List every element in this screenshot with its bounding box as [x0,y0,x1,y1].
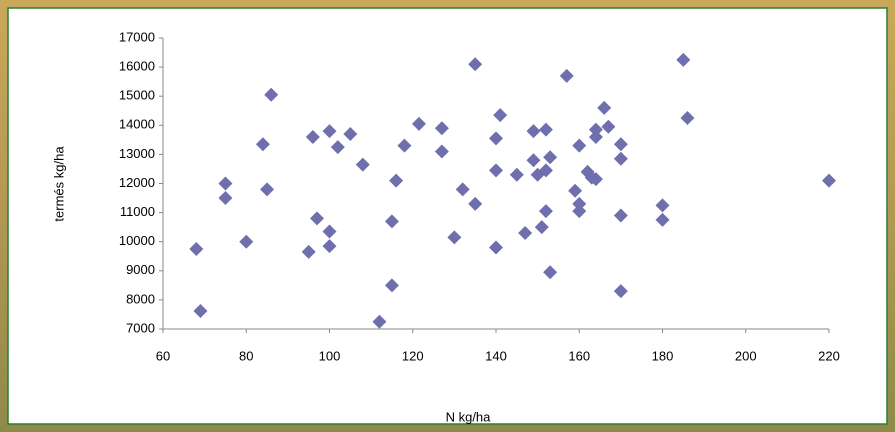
scatter-point [372,314,387,329]
scatter-point [588,122,603,137]
scatter-point [189,241,204,256]
chart-area [7,7,888,425]
scatter-point [588,129,603,144]
x-tick-label: 120 [402,348,424,363]
scatter-point [572,138,587,153]
scatter-point [509,167,524,182]
scatter-point [493,108,508,123]
scatter-point [355,157,370,172]
y-tick-label: 11000 [120,204,155,219]
scatter-point [489,131,503,146]
x-tick-label: 220 [818,348,840,363]
scatter-point [468,57,483,72]
scatter-point [680,111,695,126]
scatter-point [434,144,449,159]
scatter-point [264,87,279,102]
y-tick-label: 7000 [126,320,155,335]
x-axis-label: N kg/ha [446,409,492,424]
y-tick-label: 16000 [119,59,155,74]
y-tick-label: 17000 [119,29,155,44]
scatter-point [543,265,558,280]
scatter-point [193,303,208,318]
x-tick-label: 60 [156,348,170,363]
scatter-point [218,176,233,191]
scatter-point [613,284,628,299]
scatter-point [676,52,691,67]
x-tick-label: 160 [568,348,590,363]
y-tick-label: 8000 [126,291,155,306]
y-axis-label: termés kg/ha [51,146,66,222]
scatter-point [322,124,337,139]
scatter-point [434,121,449,136]
scatter-point [489,240,503,255]
y-tick-label: 9000 [126,262,155,277]
scatter-point [559,68,574,83]
scatter-point [572,196,587,211]
scatter-point [397,138,412,153]
scatter-point [447,230,462,245]
scatter-point [384,278,399,293]
scatter-point [489,163,503,178]
scatter-point [322,224,337,239]
scatter-point [310,211,325,226]
y-tick-label: 13000 [119,146,155,161]
scatter-point [822,173,836,188]
scatter-point [655,198,670,213]
x-tick-label: 80 [239,348,253,363]
x-tick-label: 140 [485,348,507,363]
scatter-point [597,100,612,115]
scatter-point [613,208,628,223]
scatter-point [518,225,533,240]
scatter-point [322,239,337,254]
scatter-point [526,153,541,168]
y-tick-label: 10000 [119,233,155,248]
scatter-point [543,150,558,165]
x-tick-label: 100 [319,348,341,363]
y-tick-label: 12000 [119,175,155,190]
scatter-point [572,204,587,219]
scatter-point [389,173,404,188]
scatter-point [384,214,399,229]
scatter-point [255,137,270,152]
scatter-point [538,204,553,219]
y-tick-label: 14000 [119,117,155,132]
scatter-point [526,124,541,139]
scatter-point [411,116,426,131]
scatter-point [468,196,483,211]
scatter-point [655,212,670,227]
scatter-point [305,129,320,144]
scatter-point [613,137,628,152]
scatter-point [538,163,553,178]
scatter-point [301,244,316,259]
x-tick-label: 200 [735,348,757,363]
y-tick-label: 15000 [119,88,155,103]
scatter-point [455,182,470,197]
scatter-point [534,220,549,235]
scatter-point [260,182,275,197]
scatter-point [601,119,616,134]
scatter-point [568,183,583,198]
x-tick-label: 180 [652,348,674,363]
scatter-point [239,234,254,249]
scatter-point [538,122,553,137]
scatter-point [613,151,628,166]
scatter-point [343,127,358,142]
scatter-point [330,140,345,155]
scatter-point [218,191,233,206]
scatter-point [588,172,603,187]
